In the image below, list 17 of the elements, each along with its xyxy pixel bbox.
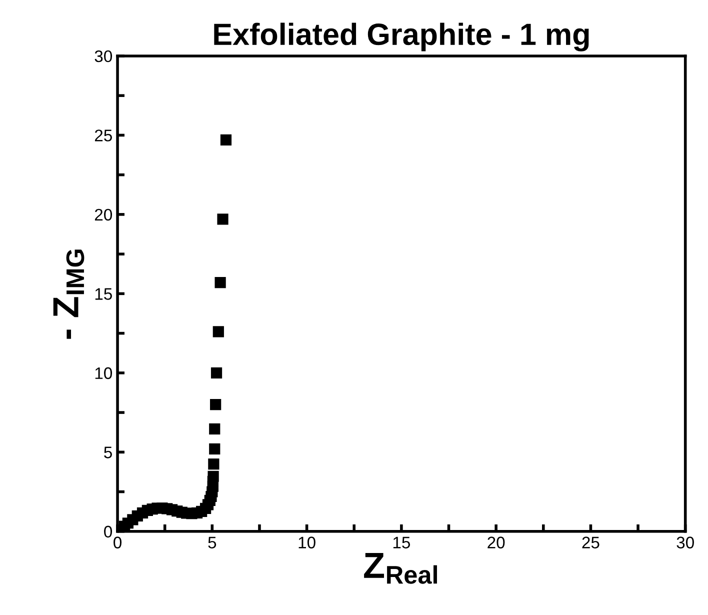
y-tick-label: 5 bbox=[104, 446, 112, 458]
chart-title: Exfoliated Graphite - 1 mg bbox=[214, 22, 589, 52]
y-tick-label: 10 bbox=[95, 367, 112, 380]
y-axis-title: - Z$_{IMG}$ bbox=[53, 250, 84, 339]
x-tick-label: 15 bbox=[393, 536, 410, 548]
y-tick-label: 0 bbox=[104, 526, 112, 538]
y-tick-label: 25 bbox=[94, 130, 112, 142]
y-tick-label: 20 bbox=[94, 208, 112, 221]
x-tick-label: 25 bbox=[582, 536, 600, 548]
x-tick-label: 30 bbox=[676, 536, 694, 548]
x-tick-label: 5 bbox=[208, 536, 216, 548]
x-tick-label: 0 bbox=[114, 536, 122, 548]
x-tick-label: 10 bbox=[298, 536, 316, 548]
x-tick-label: 20 bbox=[488, 536, 505, 548]
y-tick-label: 30 bbox=[94, 50, 112, 62]
y-tick-label: 15 bbox=[95, 288, 112, 300]
x-axis-title: Z$_{Real}$ bbox=[364, 553, 437, 584]
